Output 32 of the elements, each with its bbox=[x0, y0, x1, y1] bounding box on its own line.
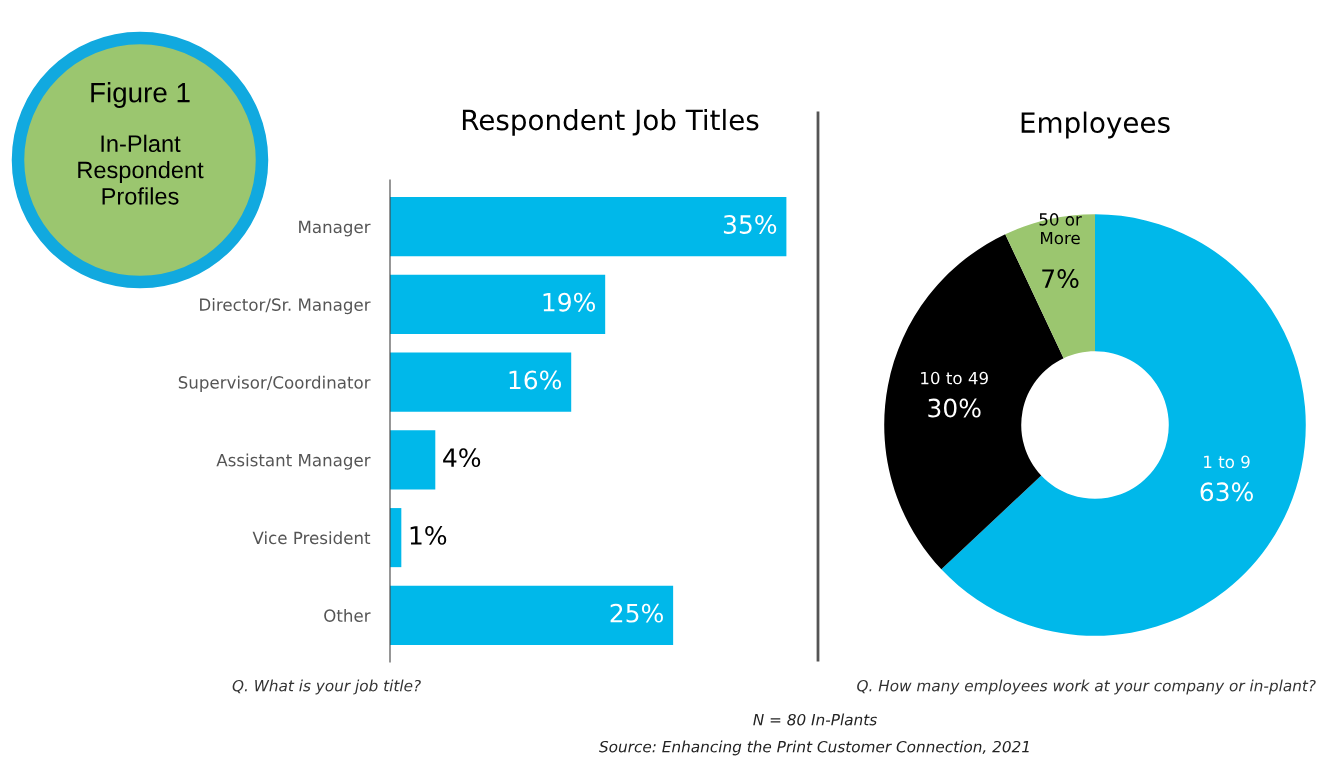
chart-title: Respondent Job Titles bbox=[462, 108, 759, 136]
slice-label: 10 to 49 bbox=[921, 371, 988, 385]
data-label: 19% bbox=[543, 292, 596, 312]
data-label: 1% bbox=[410, 525, 447, 545]
bar bbox=[390, 197, 787, 257]
data-label: 7% bbox=[1042, 269, 1079, 289]
bar bbox=[390, 274, 606, 334]
source-note: Source: Enhancing the Print Customer Connection, 2021 bbox=[599, 740, 1029, 756]
data-label: 25% bbox=[610, 603, 663, 623]
y-tick-label: Manager bbox=[299, 220, 371, 237]
data-label: 35% bbox=[723, 214, 777, 234]
y-tick-label: Other bbox=[324, 609, 371, 622]
bar bbox=[390, 430, 436, 490]
text: N = 80 In-Plants bbox=[753, 713, 877, 726]
slice-label: 50 or More bbox=[1039, 213, 1082, 245]
data-label: 16% bbox=[509, 370, 562, 390]
y-tick-label: Vice President bbox=[252, 531, 371, 545]
text: In-Plant Respondent Profiles bbox=[78, 134, 204, 205]
data-label: 63% bbox=[1200, 482, 1253, 502]
chart-title: Employees bbox=[1021, 111, 1170, 139]
bar bbox=[390, 585, 674, 645]
caption: Figure 1 bbox=[91, 82, 190, 108]
y-tick-label: Director/Sr. Manager bbox=[200, 298, 371, 315]
text: Q. What is your job title? bbox=[232, 679, 421, 695]
data-label: 4% bbox=[443, 448, 481, 468]
data-label: 30% bbox=[928, 398, 981, 418]
donut-slice bbox=[1005, 214, 1095, 359]
text: Q. How many employees work at your company or in-plant? bbox=[857, 679, 1316, 695]
slice-label: 1 to 9 bbox=[1204, 455, 1250, 469]
y-tick-label: Assistant Manager bbox=[216, 453, 371, 470]
y-tick-label: Supervisor/Coordinator bbox=[178, 375, 371, 392]
bar bbox=[390, 352, 572, 412]
